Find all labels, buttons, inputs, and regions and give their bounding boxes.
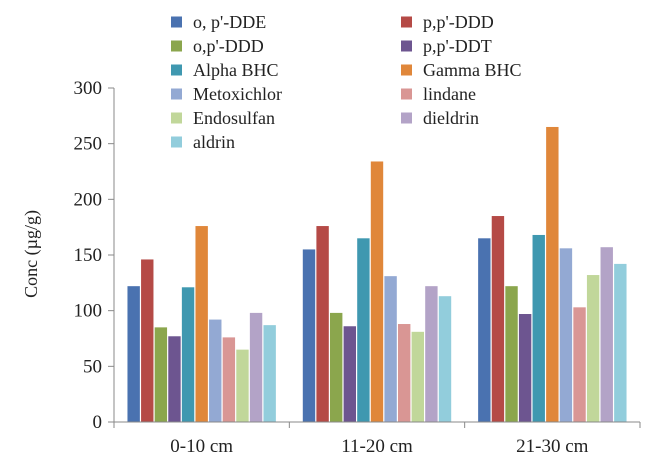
bar-dieldrin-21-30-cm — [600, 247, 613, 422]
bar-o-p-dde-0-10-cm — [127, 286, 140, 422]
x-tick-label: 11-20 cm — [341, 436, 413, 457]
bar-endosulfan-11-20-cm — [411, 331, 424, 422]
y-axis-ticks: 0 50 100 150 200 250 300 — [74, 78, 114, 433]
x-tick-label: 0-10 cm — [170, 436, 233, 457]
y-tick-label: 200 — [74, 189, 103, 210]
bar-p-p-ddt-0-10-cm — [168, 336, 181, 422]
legend-label-lindane: lindane — [423, 84, 476, 104]
bar-alpha-bhc-0-10-cm — [181, 287, 195, 422]
bar-aldrin-11-20-cm — [438, 296, 452, 422]
bar-p-p-ddd-11-20-cm — [316, 226, 329, 422]
legend-label-endosulfan: Endosulfan — [193, 108, 275, 128]
bar-gamma-bhc-11-20-cm — [370, 161, 384, 423]
y-tick-label: 250 — [74, 134, 103, 155]
bar-gamma-bhc-0-10-cm — [195, 226, 208, 422]
bar-p-p-ddd-21-30-cm — [491, 216, 505, 422]
x-tick-label: 21-30 cm — [516, 436, 589, 457]
bars — [127, 126, 627, 423]
y-tick-label: 100 — [74, 301, 103, 322]
legend-label-gamma-bhc: Gamma BHC — [423, 60, 522, 80]
bar-dieldrin-0-10-cm — [249, 312, 263, 422]
bar-gamma-bhc-21-30-cm — [546, 126, 559, 422]
y-tick-label: 150 — [74, 245, 103, 266]
legend-swatch-aldrin — [171, 136, 182, 148]
legend-label-dieldrin: dieldrin — [423, 108, 479, 128]
bar-o-p-ddd-21-30-cm — [505, 286, 518, 422]
bar-o-p-dde-11-20-cm — [302, 249, 316, 422]
bar-aldrin-0-10-cm — [263, 325, 276, 422]
legend-swatch-dieldrin — [401, 112, 412, 124]
y-axis-title: Conc (µg/g) — [21, 210, 42, 298]
bar-o-p-ddd-0-10-cm — [154, 327, 168, 422]
bar-o-p-dde-21-30-cm — [478, 238, 491, 422]
bar-endosulfan-21-30-cm — [586, 275, 600, 422]
y-tick-label: 300 — [74, 78, 103, 99]
bar-alpha-bhc-21-30-cm — [532, 234, 545, 422]
legend-label-metoxichlor: Metoxichlor — [193, 84, 282, 104]
legend-label-aldrin: aldrin — [193, 132, 235, 152]
bar-metoxichlor-11-20-cm — [384, 276, 397, 422]
x-axis-ticks: 0-10 cm 11-20 cm 21-30 cm — [113, 422, 641, 457]
legend: o, p'-DDE p,p'-DDD o,p'-DDD p,p'-DDT Alpha B… — [171, 12, 522, 152]
legend-swatch-o-p-dde — [171, 16, 182, 28]
bar-endosulfan-0-10-cm — [236, 349, 249, 422]
legend-swatch-gamma-bhc — [401, 64, 412, 76]
bar-lindane-21-30-cm — [573, 307, 586, 422]
bar-dieldrin-11-20-cm — [425, 286, 438, 422]
bar-metoxichlor-0-10-cm — [209, 319, 222, 422]
legend-swatch-metoxichlor — [171, 88, 182, 100]
legend-swatch-p-p-ddd — [401, 16, 412, 28]
legend-label-p-p-ddd: p,p'-DDD — [423, 12, 494, 32]
bar-aldrin-21-30-cm — [614, 263, 627, 422]
y-tick-label: 0 — [93, 412, 103, 433]
bar-p-p-ddt-21-30-cm — [518, 314, 532, 422]
y-tick-label: 50 — [83, 356, 102, 377]
legend-label-p-p-ddt: p,p'-DDT — [423, 36, 492, 56]
legend-swatch-p-p-ddt — [401, 40, 412, 52]
bar-o-p-ddd-11-20-cm — [330, 312, 343, 422]
bar-lindane-0-10-cm — [222, 337, 236, 422]
legend-label-o-p-ddd: o,p'-DDD — [193, 36, 264, 56]
legend-swatch-alpha-bhc — [171, 64, 182, 76]
legend-swatch-endosulfan — [171, 112, 182, 124]
bar-lindane-11-20-cm — [398, 324, 411, 422]
legend-swatch-lindane — [401, 88, 412, 100]
legend-label-o-p-dde: o, p'-DDE — [193, 12, 266, 32]
bar-p-p-ddt-11-20-cm — [343, 326, 356, 422]
bar-alpha-bhc-11-20-cm — [357, 238, 370, 422]
bar-metoxichlor-21-30-cm — [559, 248, 573, 422]
bar-p-p-ddd-0-10-cm — [141, 259, 154, 422]
legend-label-alpha-bhc: Alpha BHC — [193, 60, 279, 80]
legend-swatch-o-p-ddd — [171, 40, 182, 52]
